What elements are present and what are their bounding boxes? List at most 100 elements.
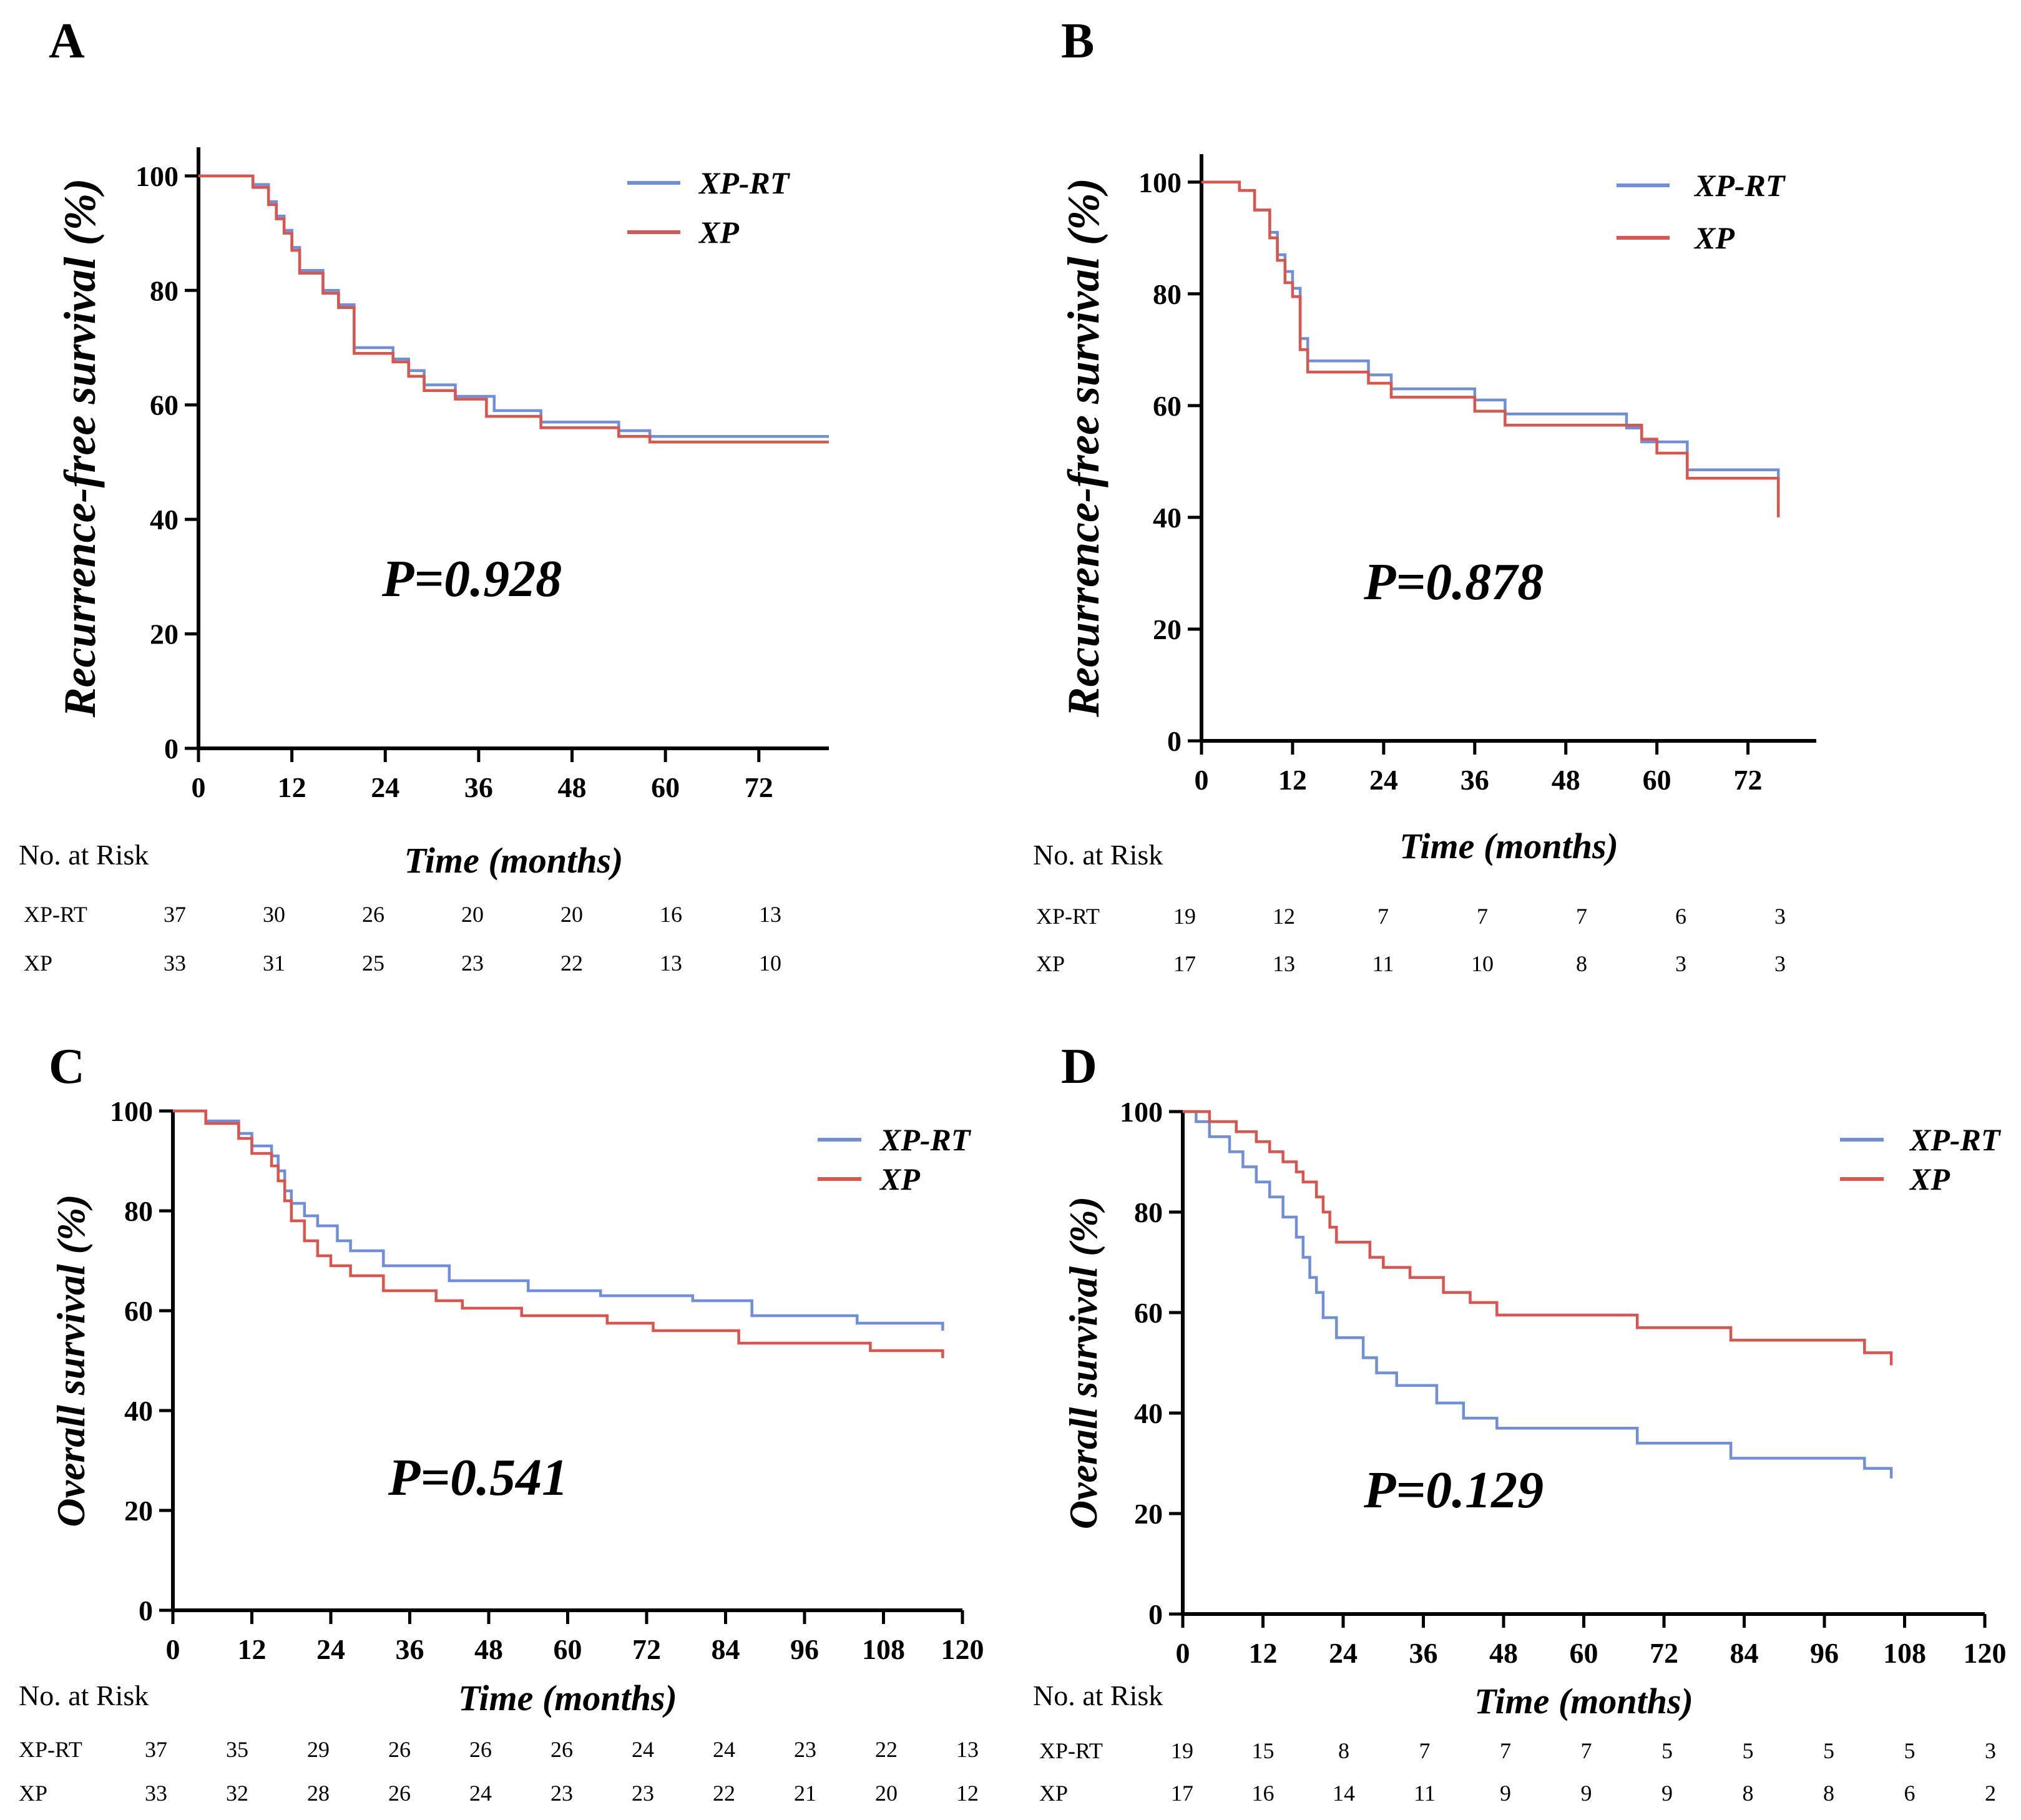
risk-count: 20 <box>875 1781 898 1806</box>
p-value: P=0.129 <box>1363 1461 1544 1519</box>
y-tick-label: 100 <box>1120 1096 1163 1128</box>
y-axis-title: Overall survival (%) <box>49 1194 93 1527</box>
legend-label: XP-RT <box>1909 1122 2002 1157</box>
y-tick-label: 0 <box>164 733 179 765</box>
risk-count: 37 <box>164 902 186 927</box>
risk-count: 22 <box>875 1737 898 1762</box>
x-tick-label: 72 <box>1650 1637 1678 1669</box>
legend-label: XP <box>879 1162 920 1196</box>
legend-label: XP-RT <box>1693 168 1786 203</box>
risk-count: 9 <box>1500 1781 1511 1806</box>
x-axis-title: Time (months) <box>458 1678 677 1718</box>
legend-label: XP-RT <box>879 1122 972 1157</box>
risk-count: 2 <box>1985 1781 1996 1806</box>
x-tick-label: 72 <box>745 771 773 803</box>
risk-count: 26 <box>551 1737 573 1762</box>
risk-row-label: XP-RT <box>19 1737 82 1762</box>
risk-count: 23 <box>551 1781 573 1806</box>
risk-count: 33 <box>164 951 186 976</box>
panel-letter: B <box>1061 14 1094 69</box>
risk-count: 22 <box>713 1781 735 1806</box>
x-tick-label: 72 <box>632 1633 661 1665</box>
y-tick-label: 80 <box>150 275 179 306</box>
y-tick-label: 40 <box>1134 1397 1163 1429</box>
y-tick-label: 20 <box>1153 614 1182 645</box>
x-tick-label: 120 <box>1964 1637 2007 1669</box>
legend: XP-RT XP <box>627 165 791 250</box>
risk-count: 6 <box>1904 1781 1916 1806</box>
risk-count: 26 <box>388 1781 411 1806</box>
x-tick-label: 12 <box>1249 1637 1278 1669</box>
x-tick-label: 48 <box>1489 1637 1518 1669</box>
legend: XP-RT XP <box>1840 1122 2002 1196</box>
x-tick-label: 36 <box>396 1633 424 1665</box>
legend-label: XP <box>1909 1162 1950 1196</box>
x-tick-label: 108 <box>862 1633 905 1665</box>
y-tick-label: 80 <box>1153 278 1182 310</box>
risk-table-title: No. at Risk <box>19 839 149 871</box>
y-tick-label: 60 <box>1134 1297 1163 1329</box>
x-tick-label: 48 <box>474 1633 503 1665</box>
risk-table: No. at Risk XP-RT 37 30 26 20 20 16 13 XP 33 31 25 23… <box>19 839 781 976</box>
x-tick-label: 60 <box>1643 764 1671 796</box>
risk-count: 9 <box>1661 1781 1673 1806</box>
risk-count: 6 <box>1675 904 1686 929</box>
risk-count: 7 <box>1500 1738 1511 1763</box>
panel-letter: C <box>49 1039 85 1094</box>
risk-count: 23 <box>632 1781 654 1806</box>
risk-count: 17 <box>1173 951 1196 976</box>
legend: XP-RT XP <box>818 1122 972 1196</box>
risk-count: 11 <box>1373 951 1394 976</box>
survival-curve-xp-rt <box>173 1109 944 1331</box>
risk-count: 21 <box>794 1781 816 1806</box>
risk-count: 26 <box>388 1737 411 1762</box>
legend-label: XP <box>1693 220 1735 255</box>
x-tick-label: 96 <box>790 1633 819 1665</box>
risk-count: 5 <box>1661 1738 1673 1763</box>
risk-count: 12 <box>1273 904 1295 929</box>
risk-count: 30 <box>263 902 285 927</box>
p-value: P=0.878 <box>1363 553 1544 611</box>
risk-count: 16 <box>1252 1781 1275 1806</box>
risk-count: 3 <box>1985 1738 1996 1763</box>
risk-count: 29 <box>307 1737 330 1762</box>
y-tick-label: 100 <box>135 160 179 192</box>
x-tick-label: 60 <box>554 1633 582 1665</box>
y-tick-label: 80 <box>1134 1196 1163 1228</box>
survival-curve-xp-rt <box>1201 180 1780 490</box>
risk-row-label: XP-RT <box>1036 904 1100 929</box>
x-tick-label: 120 <box>941 1633 984 1665</box>
risk-count: 8 <box>1823 1781 1834 1806</box>
risk-count: 5 <box>1823 1738 1834 1763</box>
y-tick-label: 100 <box>1138 167 1182 198</box>
x-axis-title: Time (months) <box>1399 826 1618 866</box>
risk-count: 14 <box>1333 1781 1355 1806</box>
x-tick-label: 12 <box>278 771 306 803</box>
risk-count: 3 <box>1675 951 1686 976</box>
x-tick-label: 0 <box>192 771 206 803</box>
risk-count: 35 <box>226 1737 248 1762</box>
risk-count: 13 <box>660 951 682 976</box>
x-tick-label: 24 <box>1369 764 1398 796</box>
risk-count: 8 <box>1576 951 1587 976</box>
risk-table: No. at Risk XP-RT 19 12 7 7 7 6 3 XP 17 13 11 10 8 3 3 <box>1033 839 1786 976</box>
y-tick-label: 60 <box>124 1295 153 1327</box>
risk-count: 22 <box>560 951 583 976</box>
risk-count: 33 <box>145 1781 167 1806</box>
risk-table: No. at Risk XP-RT 37 35 29 26 26 26 24 24 23 22 13 XP… <box>19 1680 979 1806</box>
risk-count: 10 <box>1471 951 1494 976</box>
survival-curve-xp <box>1183 1110 1893 1366</box>
y-tick-label: 40 <box>150 504 179 536</box>
x-tick-label: 60 <box>1570 1637 1598 1669</box>
risk-count: 19 <box>1173 904 1196 929</box>
risk-count: 7 <box>1581 1738 1592 1763</box>
risk-row-label: XP <box>19 1781 47 1806</box>
x-tick-label: 0 <box>1195 764 1209 796</box>
risk-count: 24 <box>632 1737 654 1762</box>
risk-count: 31 <box>263 951 285 976</box>
x-tick-label: 84 <box>712 1633 740 1665</box>
risk-count: 13 <box>956 1737 979 1762</box>
y-tick-label: 0 <box>1167 725 1182 757</box>
